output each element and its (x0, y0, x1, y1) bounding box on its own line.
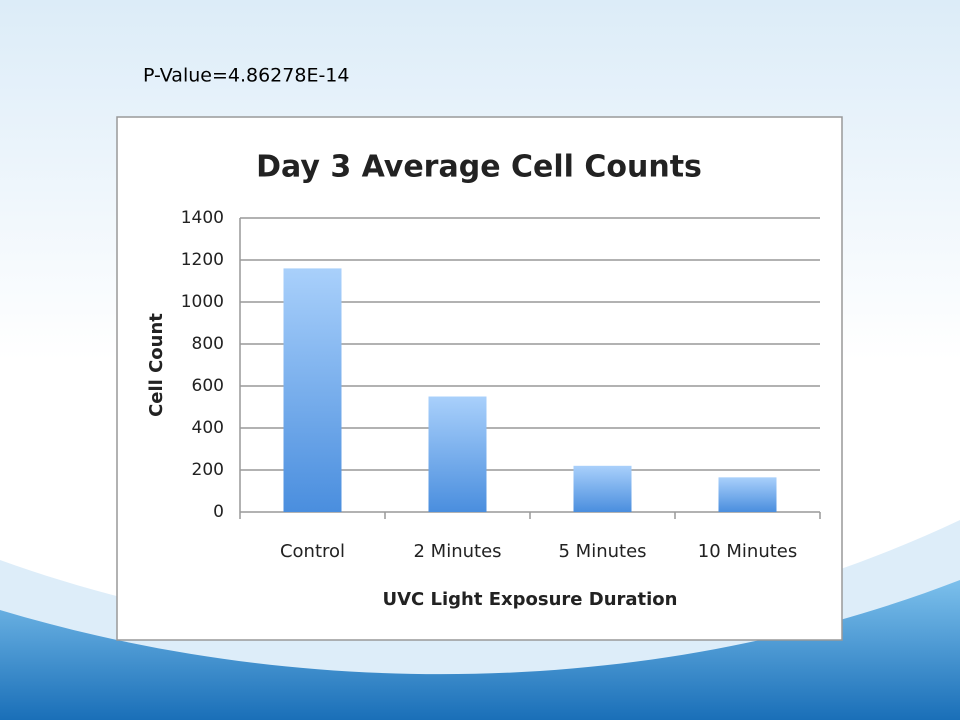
chart: Day 3 Average Cell Counts UVC Light Expo… (116, 116, 843, 641)
y-tick-label: 1000 (181, 292, 224, 312)
wave-dark (0, 580, 960, 720)
x-tick-label: Control (280, 541, 345, 562)
y-tick-label: 200 (192, 460, 224, 480)
y-tick-label: 1400 (181, 208, 224, 228)
x-tick-label: 10 Minutes (698, 541, 797, 562)
chart-title: Day 3 Average Cell Counts (256, 150, 702, 185)
x-tick-label: 5 Minutes (558, 541, 646, 562)
x-axis-title: UVC Light Exposure Duration (382, 589, 677, 610)
y-tick-label: 400 (192, 418, 224, 438)
bar (283, 268, 342, 512)
y-tick-label: 800 (192, 334, 224, 354)
y-tick-label: 1200 (181, 250, 224, 270)
y-axis-title: Cell Count (146, 313, 167, 417)
chart-frame (116, 116, 843, 641)
x-tick-label: 2 Minutes (413, 541, 501, 562)
bar (718, 477, 777, 512)
y-tick-label: 600 (192, 376, 224, 396)
y-tick-label: 0 (213, 502, 224, 522)
bar (428, 396, 487, 512)
bar (573, 465, 632, 512)
p-value: P-Value=4.86278E-14 (143, 65, 350, 87)
